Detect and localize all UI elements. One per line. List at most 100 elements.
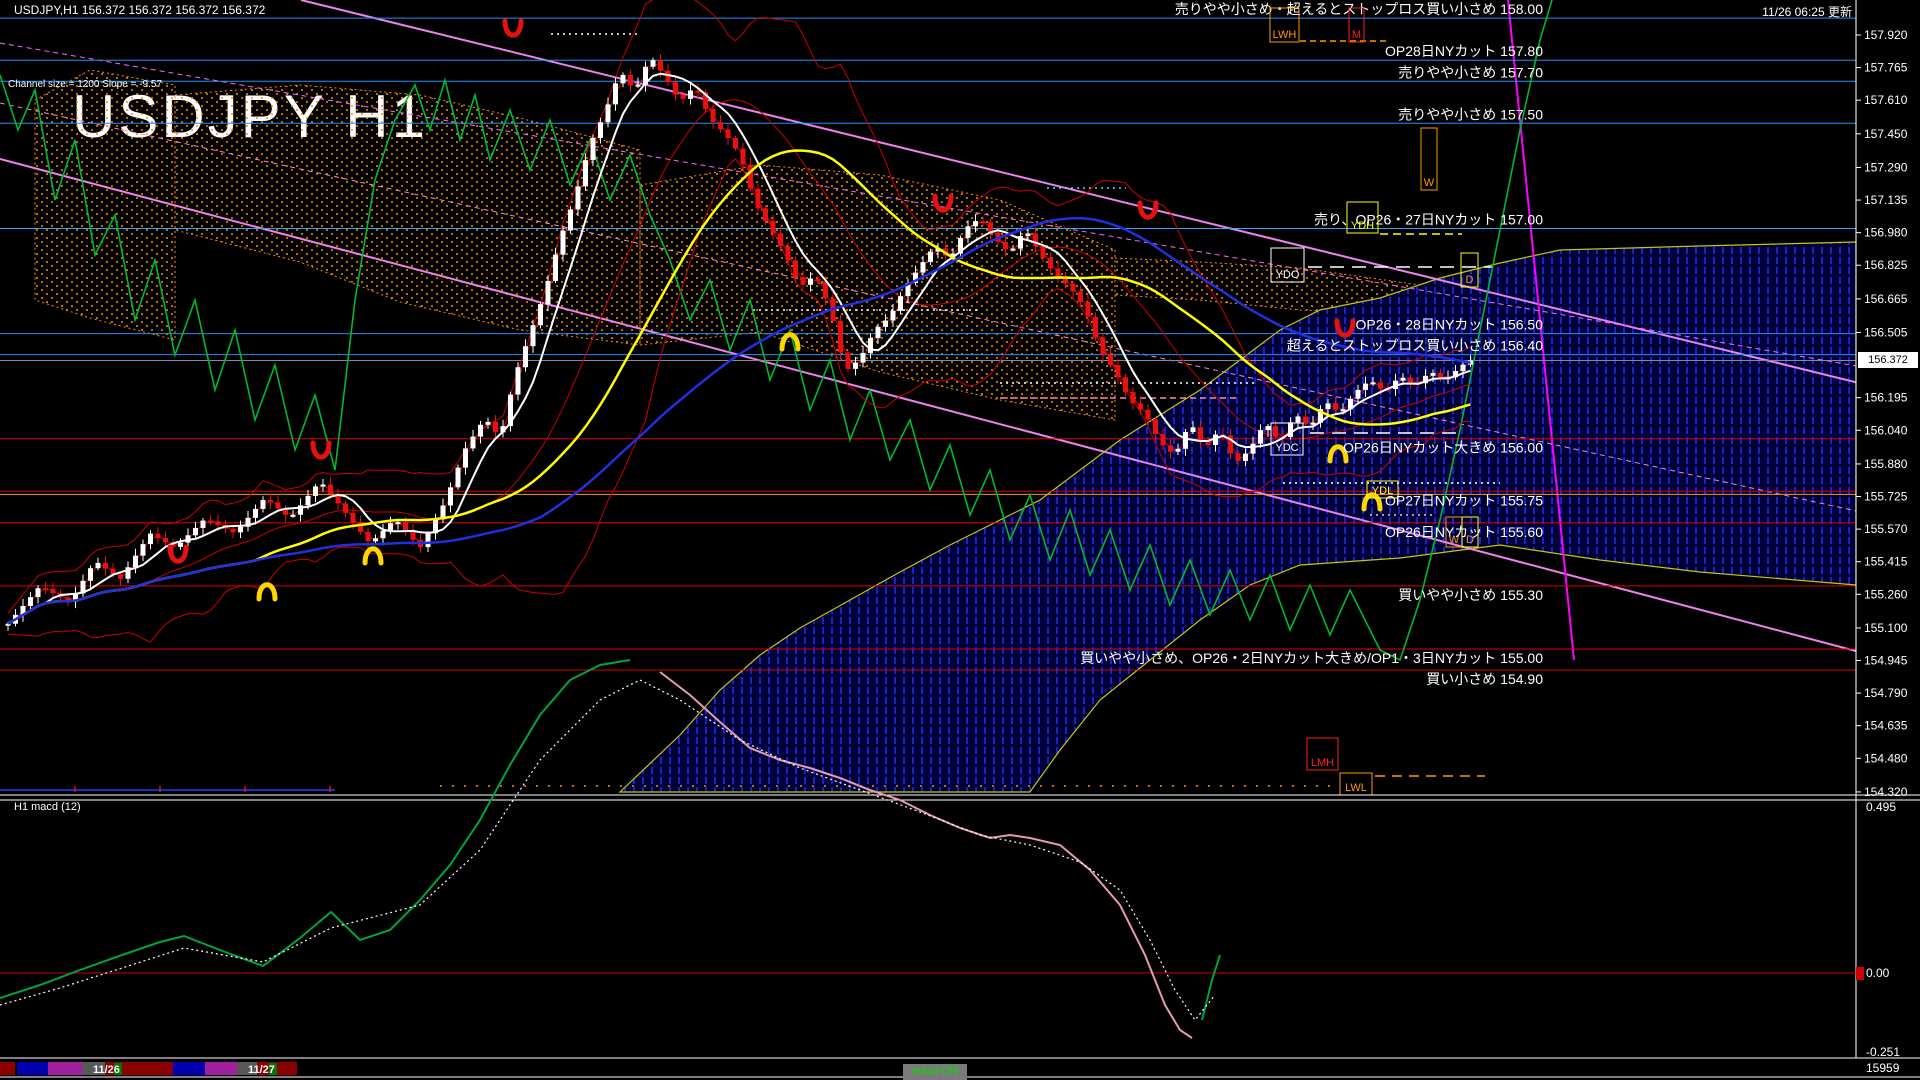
red-turn-icon: [1334, 318, 1356, 338]
price-tick-label: 156.505: [1864, 326, 1908, 340]
candle-bear: [755, 188, 761, 209]
candle-bull: [688, 90, 693, 99]
level-annotation-label: 買いやや小さめ、OP26・2日NYカット大きめ/OP1・3日NYカット 155.…: [1080, 650, 1543, 666]
candle-bear: [275, 502, 281, 509]
candle-bear: [1333, 403, 1338, 410]
timeline-segment: [17, 1062, 48, 1075]
candle-bull: [515, 367, 521, 395]
red-turn-icon: [167, 544, 189, 564]
candle-bear: [1123, 377, 1128, 393]
candle-bear: [163, 538, 168, 543]
timeline-segment: [0, 1062, 15, 1075]
candle-bull: [448, 487, 453, 506]
bollinger-band-line: [7, 99, 1471, 625]
marker-box-label: LMH: [1311, 757, 1334, 769]
level-annotation-label: OP27日NYカット 155.75: [1385, 492, 1543, 508]
candle-bear: [1078, 291, 1083, 303]
price-pane[interactable]: [0, 0, 1920, 793]
candle-bull: [1453, 370, 1458, 378]
candle-bull: [575, 186, 581, 210]
level-annotation-label: OP28日NYカット 157.80: [1385, 43, 1543, 59]
macd-line: [659, 671, 1193, 1039]
candle-bull: [125, 567, 131, 579]
candle-bear: [1055, 268, 1061, 278]
candle-bull: [545, 281, 551, 305]
candle-bull: [530, 325, 536, 347]
timeline-segment: [48, 1062, 82, 1075]
candle-bear: [1115, 365, 1121, 378]
candle-bear: [1205, 441, 1211, 446]
marker-box-ydo: [1270, 247, 1305, 283]
candle-bull: [568, 209, 573, 231]
candle-bull: [1250, 443, 1256, 454]
price-tick-label: 156.040: [1864, 423, 1908, 437]
candle-bear: [1408, 377, 1413, 383]
level-annotation-label: OP26・28日NYカット 156.50: [1355, 317, 1543, 333]
price-tick-label: 156.825: [1864, 258, 1908, 272]
candle-bear: [980, 221, 986, 224]
candle-bear: [800, 277, 806, 285]
candle-bull: [28, 597, 33, 606]
candle-bull: [958, 237, 963, 254]
marker-box-label: LWL: [1345, 782, 1367, 794]
candle-bull: [73, 593, 78, 602]
candle-bull: [1025, 233, 1031, 237]
candle-bull: [1310, 422, 1316, 425]
marker-box-label: W: [1449, 534, 1460, 546]
candle-bear: [1153, 419, 1158, 435]
candle-bear: [1228, 435, 1233, 454]
candle-bear: [1130, 392, 1136, 404]
candle-bull: [380, 530, 386, 539]
candle-bear: [1138, 403, 1143, 410]
candle-bull: [1340, 409, 1346, 412]
candle-bull: [478, 424, 483, 437]
level-annotation-label: 売りやや小さめ 157.50: [1398, 106, 1543, 122]
candle-bull: [905, 283, 911, 297]
price-tick-label: 156.665: [1864, 292, 1908, 306]
macd-tick-label: 15959: [1866, 1061, 1900, 1075]
candle-bear: [118, 574, 123, 579]
chart-title-ohlc: USDJPY,H1 156.372 156.372 156.372 156.37…: [14, 3, 266, 17]
candle-bull: [935, 248, 941, 252]
marker-box-label: LWH: [1273, 29, 1297, 41]
candle-bull: [590, 138, 596, 161]
candle-bear: [1048, 257, 1053, 269]
candle-bear: [838, 320, 843, 353]
candle-bull: [860, 352, 866, 363]
price-tick-label: 155.725: [1864, 490, 1908, 504]
candle-bull: [1355, 389, 1361, 399]
timeline-session-mark: [114, 1063, 122, 1075]
candle-bear: [1070, 283, 1076, 292]
candle-bear: [733, 138, 738, 149]
candle-bull: [193, 527, 198, 536]
timeline-bar[interactable]: 11/26 11/27: [0, 1062, 297, 1076]
candle-bull: [523, 346, 528, 368]
candle-bear: [695, 90, 701, 93]
candle-bull: [1370, 382, 1376, 385]
candle-bull: [500, 426, 506, 433]
ichimoku-senkou-cloud: [34, 69, 176, 341]
marker-box-label: D: [1466, 274, 1474, 286]
candle-bull: [508, 394, 513, 427]
yellow-turn-icon: [779, 332, 801, 352]
price-tick-label: 154.790: [1864, 686, 1908, 700]
candle-bear: [740, 148, 746, 165]
marker-box-label: D: [1466, 534, 1474, 546]
candle-bull: [1190, 427, 1196, 432]
price-tick-label: 157.450: [1864, 127, 1908, 141]
marker-box-d: [1460, 252, 1479, 288]
macd-toggle-button[interactable]: macd ON: [903, 1064, 967, 1080]
candle-bull: [1258, 430, 1263, 444]
candle-bear: [845, 352, 851, 369]
candle-bull: [200, 520, 206, 528]
candle-bull: [1213, 434, 1218, 446]
candle-bull: [463, 448, 468, 468]
price-tick-label: 157.610: [1864, 93, 1908, 107]
red-turn-icon: [310, 440, 332, 460]
candle-bear: [1108, 354, 1113, 366]
candle-bull: [320, 484, 326, 487]
level-annotation-label: 売りやや小さめ・超えるとストップロス買い小さめ 158.00: [1175, 1, 1544, 17]
price-axis[interactable]: 157.920 157.765 157.610 157.450 157.290 157.1…: [1855, 0, 1908, 1058]
date-label: 11/27: [248, 1064, 275, 1076]
